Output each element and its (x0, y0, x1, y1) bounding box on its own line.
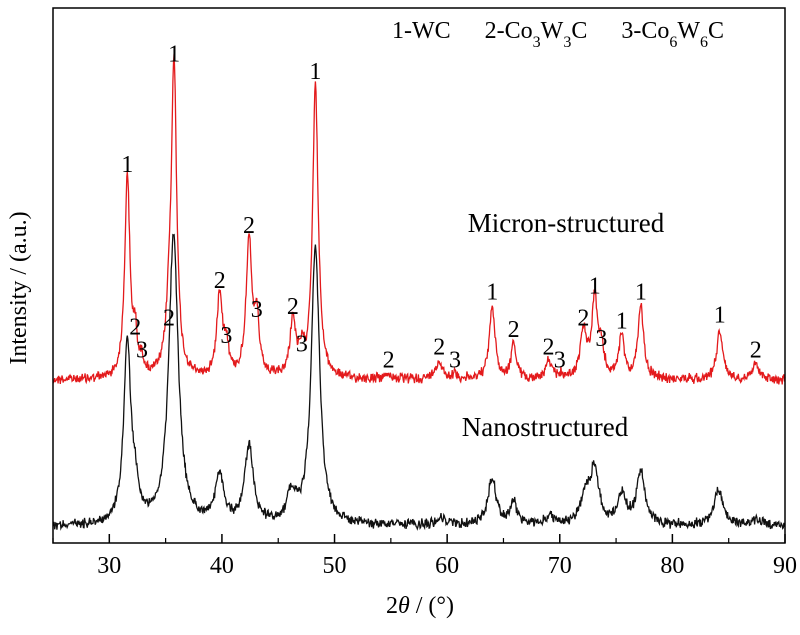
peak-label-2: 2 (163, 306, 175, 332)
peak-label-1: 1 (121, 152, 133, 178)
trace-micron-structured (52, 53, 786, 385)
peak-label-1: 1 (168, 42, 180, 68)
x-tick-label: 80 (660, 553, 684, 579)
peak-label-2: 2 (287, 294, 299, 320)
peak-label-2: 2 (433, 335, 445, 361)
peak-label-3: 3 (296, 332, 308, 358)
x-axis-title: 2θ / (°) (386, 593, 454, 619)
trace-nanostructured (52, 233, 786, 531)
x-tick-label: 50 (323, 553, 347, 579)
legend-item-3: 3- (621, 18, 641, 44)
x-tick-label: 40 (210, 553, 234, 579)
legend-subscript: 6 (700, 34, 708, 51)
peak-label-2: 2 (543, 335, 555, 361)
legend-formula-part: Co (641, 18, 669, 44)
peak-label-1: 1 (635, 280, 647, 306)
legend-formula-part: W (541, 18, 564, 44)
x-title-part: 2 (386, 593, 398, 619)
y-axis-title: Intensity / (a.u.) (6, 211, 32, 364)
peak-label-3: 3 (251, 297, 263, 323)
legend-formula-part: W (677, 18, 700, 44)
axes: 30 40 50 60 70 80 90 (52, 7, 797, 579)
x-tick-label: 70 (548, 553, 572, 579)
peak-label-1: 1 (616, 309, 628, 335)
peak-label-2: 2 (129, 314, 141, 340)
traces (52, 53, 786, 531)
legend-formula-part: Co (505, 18, 533, 44)
legend-item-2: 2- (485, 18, 505, 44)
peak-label-3: 3 (136, 338, 148, 364)
peak-label-2: 2 (214, 268, 226, 294)
series-label-micron: Micron-structured (468, 208, 665, 238)
legend-formula-part: WC (412, 18, 451, 44)
series-label-nano: Nanostructured (462, 412, 629, 442)
legend-subscript: 3 (563, 34, 571, 51)
peak-label-3: 3 (220, 323, 232, 349)
legend-formula-part: C (571, 18, 587, 44)
peak-label-1: 1 (309, 59, 321, 85)
x-tick-label: 90 (773, 553, 797, 579)
legend-subscript: 6 (669, 34, 677, 51)
peak-label-2: 2 (243, 213, 255, 239)
x-tick-label: 60 (435, 553, 459, 579)
peak-label-2: 2 (383, 348, 395, 374)
peak-label-3: 3 (595, 326, 607, 352)
peak-label-3: 3 (554, 348, 566, 374)
peak-label-2: 2 (750, 338, 762, 364)
peak-label-2: 2 (508, 317, 520, 343)
peak-label-2: 2 (577, 306, 589, 332)
legend-subscript: 3 (533, 34, 541, 51)
plot-frame (52, 7, 786, 544)
legend-item-1: 1- (392, 18, 412, 44)
x-title-theta: θ (398, 593, 410, 619)
peak-label-3: 3 (449, 348, 461, 374)
peak-label-1: 1 (486, 280, 498, 306)
peak-label-1: 1 (714, 303, 726, 329)
peak-label-1: 1 (589, 274, 601, 300)
legend-formula-part: C (708, 18, 724, 44)
x-title-part: / (°) (410, 593, 454, 619)
x-tick-label: 30 (97, 553, 121, 579)
phase-legend: 1-WC 2-Co3W3C 3-Co6W6C (392, 18, 724, 51)
